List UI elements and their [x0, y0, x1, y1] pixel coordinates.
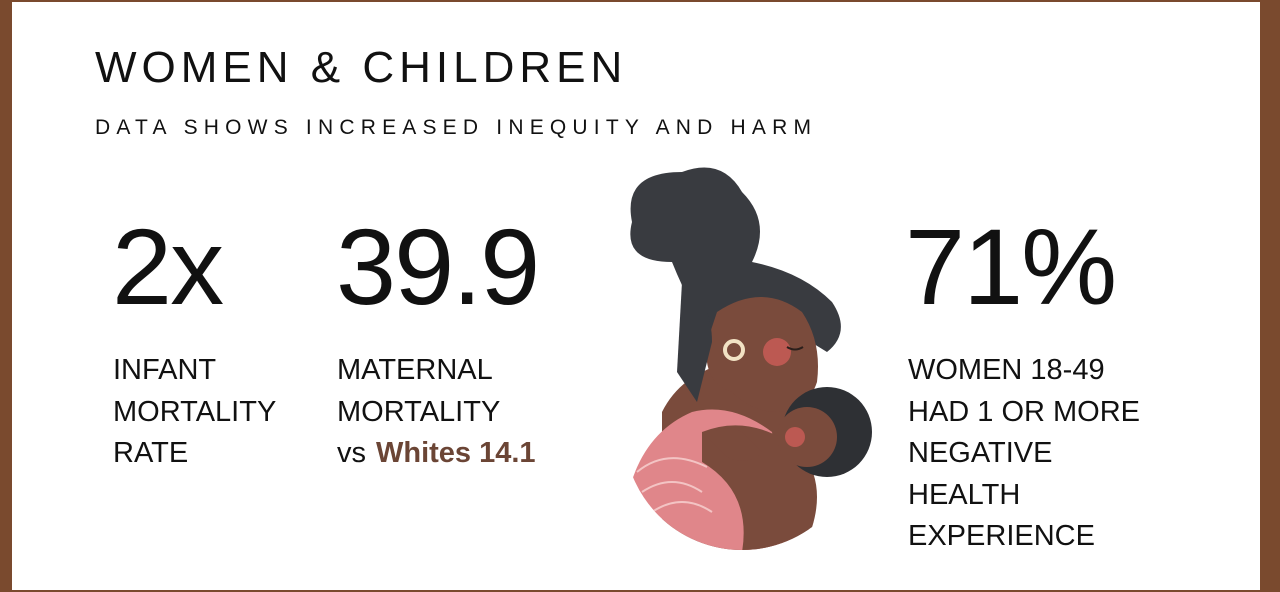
label-line: HAD 1 OR MORE	[908, 395, 1141, 428]
comparison-prefix: vs	[337, 437, 366, 470]
comparison-highlight: Whites 14.1	[376, 437, 536, 470]
stat-value: 39.9	[336, 206, 540, 327]
label-line: MORTALITY	[337, 395, 501, 428]
label-line: NEGATIVE	[908, 437, 1053, 470]
subtitle: DATA SHOWS INCREASED INEQUITY AND HARM	[95, 116, 818, 139]
stat-value: 2x	[112, 206, 224, 327]
card: WOMEN & CHILDREN DATA SHOWS INCREASED IN…	[12, 2, 1260, 590]
stat-label: INFANT MORTALITY RATE	[113, 350, 276, 475]
label-line: RATE	[113, 437, 189, 470]
label-line: HEALTH	[908, 478, 1021, 511]
label-line: WOMEN 18-49	[908, 354, 1105, 386]
stat-label: MATERNAL MORTALITY vs Whites 14.1	[337, 350, 536, 475]
stat-value: 71%	[905, 206, 1117, 327]
label-line: EXPERIENCE	[908, 520, 1095, 553]
title: WOMEN & CHILDREN	[95, 43, 628, 92]
stat-label: WOMEN 18-49 HAD 1 OR MORE NEGATIVE HEALTH EX…	[908, 350, 1140, 558]
label-line: INFANT	[113, 354, 217, 386]
label-line: MORTALITY	[113, 395, 277, 428]
comparison: vs Whites 14.1	[337, 433, 536, 475]
label-line: MATERNAL	[337, 354, 493, 386]
mother-child-illustration	[624, 167, 872, 550]
